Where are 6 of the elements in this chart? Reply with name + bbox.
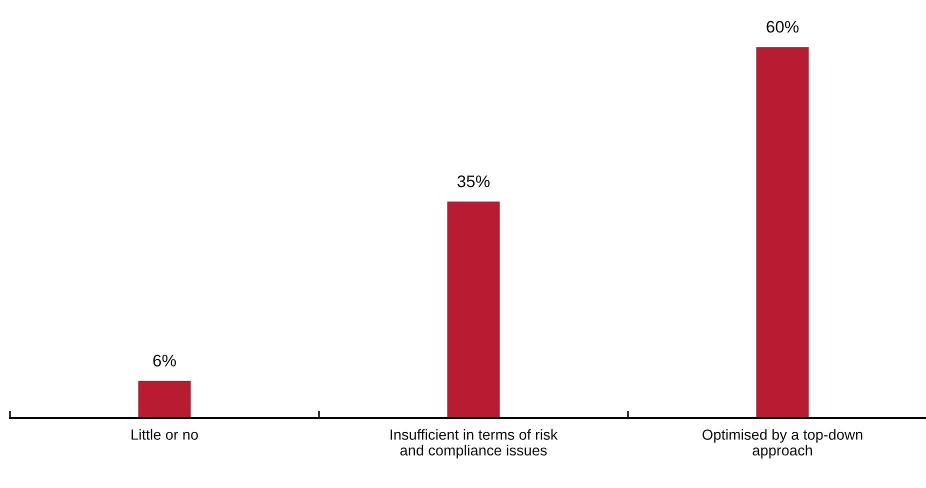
x-tick-label: Insufficient in terms of risk and compliance issues	[390, 429, 558, 458]
data-label: 6%	[153, 354, 176, 367]
x-tick-label: Little or no	[132, 429, 198, 440]
x-tick-label: Optimised by a top-down approach	[702, 429, 862, 458]
data-label: 60%	[766, 20, 799, 33]
data-label: 35%	[457, 175, 490, 188]
